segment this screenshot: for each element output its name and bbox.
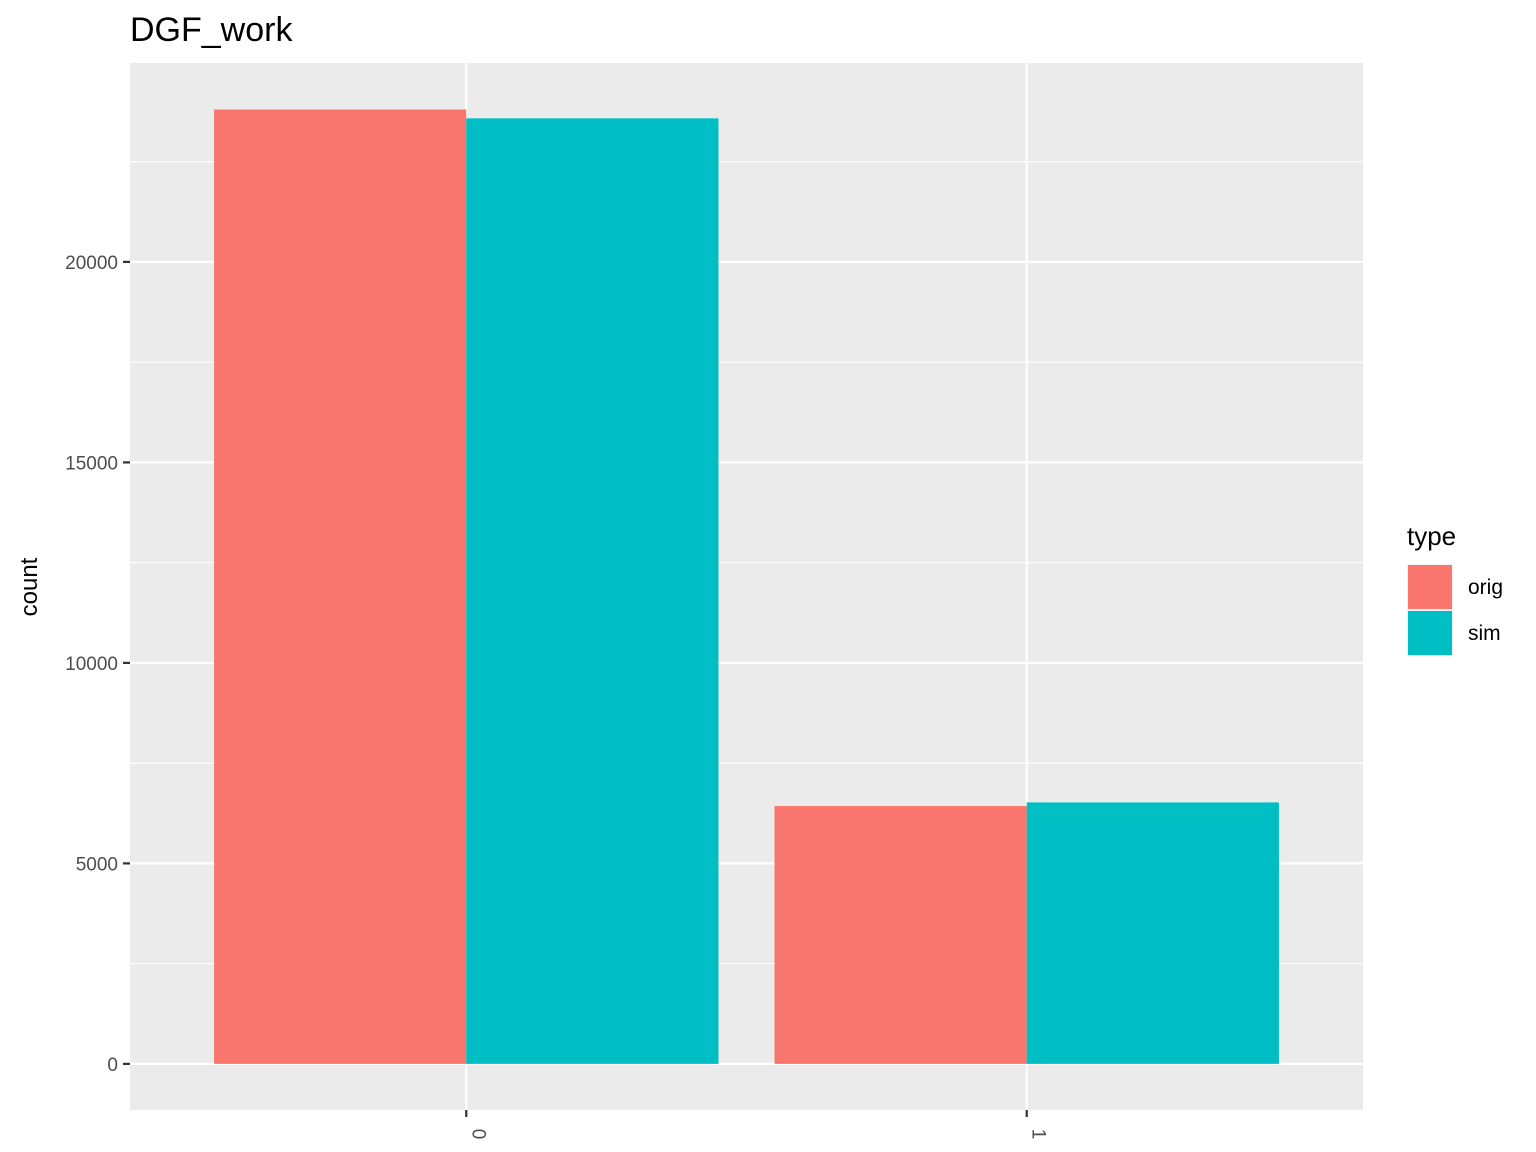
x-tick-label: 0 <box>467 1129 488 1140</box>
legend: type orig sim <box>1407 521 1503 656</box>
y-tick-label: 0 <box>107 1055 118 1076</box>
y-tick-label: 20000 <box>65 253 118 274</box>
y-axis: 0 5000 10000 15000 20000 <box>65 253 130 1076</box>
legend-swatch-sim <box>1408 611 1452 655</box>
bars <box>214 109 1279 1064</box>
y-axis-title: count <box>16 557 43 616</box>
y-tick-label: 10000 <box>65 654 118 675</box>
bar-orig-1 <box>774 806 1027 1064</box>
bar-orig-0 <box>214 109 467 1064</box>
bar-sim-1 <box>1026 802 1279 1064</box>
y-tick-label: 5000 <box>76 854 118 875</box>
x-tick-label: 1 <box>1028 1129 1049 1140</box>
legend-title: type <box>1407 521 1456 551</box>
bar-sim-0 <box>466 118 719 1064</box>
y-tick-label: 15000 <box>65 453 118 474</box>
legend-label-sim: sim <box>1468 622 1501 645</box>
legend-label-orig: orig <box>1468 576 1503 599</box>
chart-title: DGF_work <box>130 11 293 49</box>
legend-swatch-orig <box>1408 565 1452 609</box>
